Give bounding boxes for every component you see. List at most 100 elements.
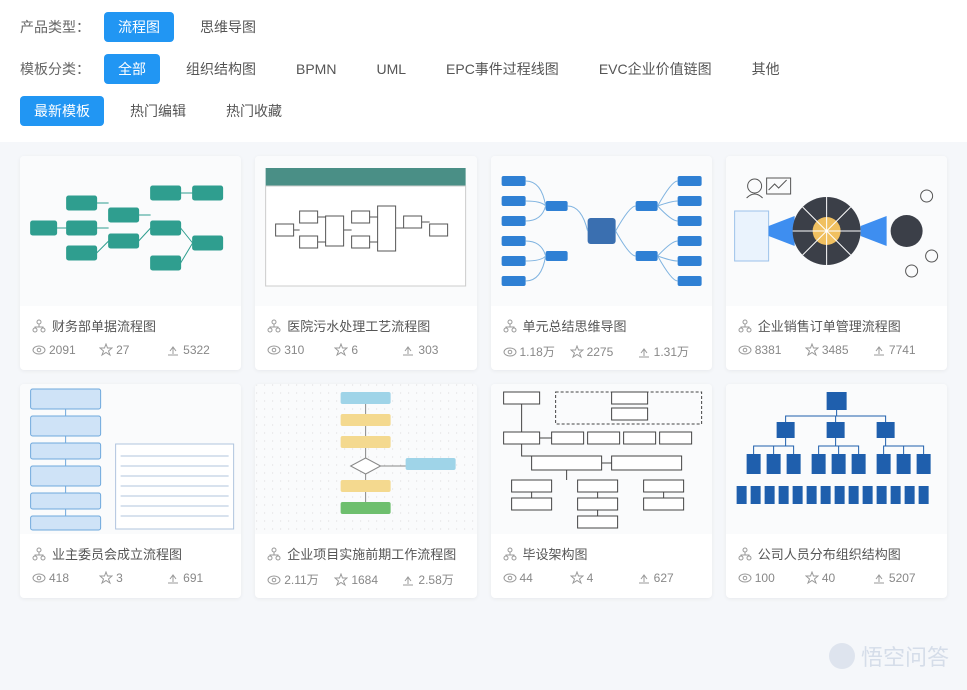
cat-evc[interactable]: EVC企业价值链图 — [585, 54, 726, 84]
tree-icon — [738, 547, 752, 561]
stat-stars: 3485 — [805, 343, 868, 357]
watermark-text: 悟空问答 — [861, 640, 949, 672]
star-icon — [99, 343, 113, 357]
template-title: 毕设架构图 — [523, 544, 588, 563]
stat-uses: 691 — [166, 571, 229, 585]
template-thumb — [491, 156, 712, 306]
template-card[interactable]: 医院污水处理工艺流程图 310 6 303 — [255, 156, 476, 370]
template-title: 公司人员分布组织结构图 — [758, 544, 901, 563]
template-meta: 单元总结思维导图 1.18万 2275 1.31万 — [491, 306, 712, 370]
stat-views: 44 — [503, 571, 566, 585]
product-type-mindmap[interactable]: 思维导图 — [186, 12, 270, 42]
export-icon — [401, 343, 415, 357]
stat-views: 2.11万 — [267, 571, 330, 588]
stat-uses: 2.58万 — [401, 571, 464, 588]
star-icon — [99, 571, 113, 585]
stat-uses: 627 — [637, 571, 700, 585]
tree-icon — [32, 547, 46, 561]
template-thumb — [255, 156, 476, 306]
template-cat-label: 模板分类： — [20, 59, 90, 79]
template-card[interactable]: 公司人员分布组织结构图 100 40 5207 — [726, 384, 947, 598]
star-icon — [334, 573, 348, 587]
template-thumb — [726, 384, 947, 534]
stat-views: 100 — [738, 571, 801, 585]
cat-uml[interactable]: UML — [362, 56, 420, 82]
tree-icon — [32, 319, 46, 333]
tree-icon — [267, 319, 281, 333]
eye-icon — [267, 343, 281, 357]
template-card[interactable]: 单元总结思维导图 1.18万 2275 1.31万 — [491, 156, 712, 370]
eye-icon — [738, 343, 752, 357]
stat-views: 1.18万 — [503, 343, 566, 360]
stat-stars: 6 — [334, 343, 397, 357]
template-thumb — [255, 384, 476, 534]
template-thumb — [726, 156, 947, 306]
stat-uses: 1.31万 — [637, 343, 700, 360]
export-icon — [401, 573, 415, 587]
sort-row: 最新模板 热门编辑 热门收藏 — [20, 96, 947, 126]
tree-icon — [503, 547, 517, 561]
template-card[interactable]: 企业销售订单管理流程图 8381 3485 7741 — [726, 156, 947, 370]
sort-hot-fav[interactable]: 热门收藏 — [212, 96, 296, 126]
template-title: 医院污水处理工艺流程图 — [287, 316, 430, 335]
product-type-label: 产品类型： — [20, 17, 90, 37]
template-meta: 毕设架构图 44 4 627 — [491, 534, 712, 595]
eye-icon — [503, 345, 517, 359]
export-icon — [637, 345, 651, 359]
stat-uses: 5322 — [166, 343, 229, 357]
template-card[interactable]: 财务部单据流程图 2091 27 5322 — [20, 156, 241, 370]
template-title: 企业项目实施前期工作流程图 — [287, 544, 456, 563]
eye-icon — [32, 571, 46, 585]
stat-stars: 1684 — [334, 573, 397, 587]
product-type-flowchart[interactable]: 流程图 — [104, 12, 174, 42]
eye-icon — [267, 573, 281, 587]
stat-uses: 5207 — [872, 571, 935, 585]
tree-icon — [267, 547, 281, 561]
stat-views: 310 — [267, 343, 330, 357]
cat-epc[interactable]: EPC事件过程线图 — [432, 54, 573, 84]
export-icon — [166, 571, 180, 585]
template-card[interactable]: 毕设架构图 44 4 627 — [491, 384, 712, 598]
template-card[interactable]: 业主委员会成立流程图 418 3 691 — [20, 384, 241, 598]
export-icon — [872, 571, 886, 585]
template-thumb — [20, 156, 241, 306]
sort-hot-edit[interactable]: 热门编辑 — [116, 96, 200, 126]
template-meta: 企业销售订单管理流程图 8381 3485 7741 — [726, 306, 947, 367]
stat-views: 418 — [32, 571, 95, 585]
star-icon — [334, 343, 348, 357]
template-meta: 财务部单据流程图 2091 27 5322 — [20, 306, 241, 367]
eye-icon — [738, 571, 752, 585]
cat-other[interactable]: 其他 — [738, 54, 794, 84]
template-card[interactable]: 企业项目实施前期工作流程图 2.11万 1684 2.58万 — [255, 384, 476, 598]
export-icon — [637, 571, 651, 585]
template-title: 单元总结思维导图 — [523, 316, 627, 335]
star-icon — [805, 571, 819, 585]
watermark: 悟空问答 — [829, 640, 949, 672]
cat-org[interactable]: 组织结构图 — [172, 54, 270, 84]
export-icon — [166, 343, 180, 357]
template-meta: 企业项目实施前期工作流程图 2.11万 1684 2.58万 — [255, 534, 476, 598]
star-icon — [570, 345, 584, 359]
tree-icon — [503, 319, 517, 333]
stat-stars: 40 — [805, 571, 868, 585]
tree-icon — [738, 319, 752, 333]
star-icon — [805, 343, 819, 357]
stat-views: 2091 — [32, 343, 95, 357]
eye-icon — [32, 343, 46, 357]
watermark-icon — [829, 643, 855, 669]
stat-uses: 7741 — [872, 343, 935, 357]
cat-bpmn[interactable]: BPMN — [282, 56, 350, 82]
product-type-row: 产品类型： 流程图 思维导图 — [20, 12, 947, 42]
export-icon — [872, 343, 886, 357]
template-cat-row: 模板分类： 全部 组织结构图 BPMN UML EPC事件过程线图 EVC企业价… — [20, 54, 947, 84]
template-thumb — [20, 384, 241, 534]
cat-all[interactable]: 全部 — [104, 54, 160, 84]
template-title: 业主委员会成立流程图 — [52, 544, 182, 563]
template-title: 企业销售订单管理流程图 — [758, 316, 901, 335]
stat-stars: 2275 — [570, 345, 633, 359]
stat-uses: 303 — [401, 343, 464, 357]
stat-stars: 3 — [99, 571, 162, 585]
eye-icon — [503, 571, 517, 585]
star-icon — [570, 571, 584, 585]
sort-newest[interactable]: 最新模板 — [20, 96, 104, 126]
